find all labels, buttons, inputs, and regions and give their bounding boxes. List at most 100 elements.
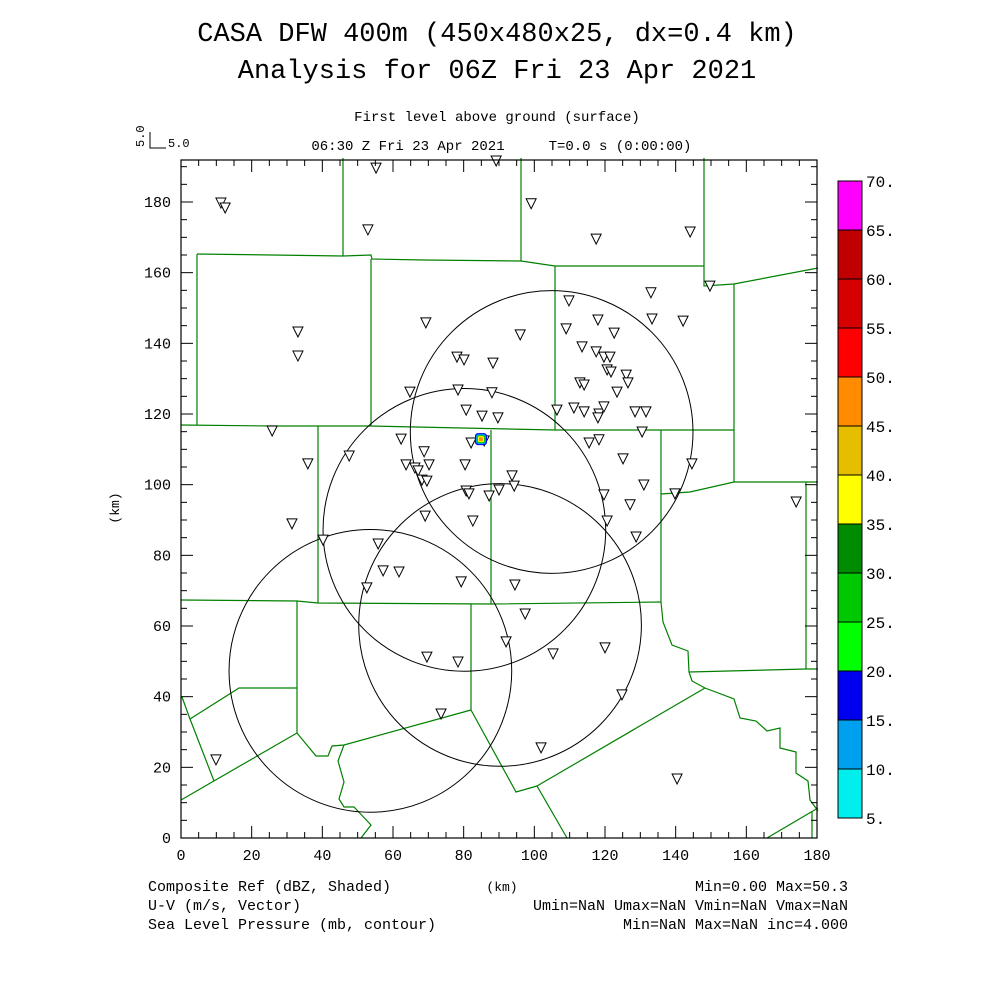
y-tick-label: 140	[144, 336, 171, 353]
station-marker	[219, 202, 231, 215]
x-axis-label: (km)	[486, 880, 517, 895]
legend-left-1: Composite Ref (dBZ, Shaded)	[148, 879, 391, 896]
legend-right-2: Umin=NaN Umax=NaN Vmin=NaN Vmax=NaN	[533, 898, 848, 915]
colorbar-label: 5.	[866, 811, 885, 829]
ref-vector-v-label: 5.0	[134, 125, 148, 147]
colorbar-bin	[837, 719, 863, 770]
y-axis-label: (km)	[108, 492, 123, 523]
x-tick-label: 160	[733, 848, 760, 865]
colorbar-label: 10.	[866, 762, 895, 780]
x-tick-label: 20	[243, 848, 261, 865]
subtitle-time: 06:30 Z Fri 23 Apr 2021	[311, 139, 504, 155]
station-marker	[452, 656, 464, 669]
station-marker	[412, 465, 424, 478]
y-tick-label: 60	[153, 619, 171, 636]
station-marker	[508, 480, 521, 493]
colorbar-label: 40.	[866, 468, 895, 486]
station-marker	[370, 162, 382, 175]
station-marker	[343, 450, 355, 463]
colorbar-bin	[837, 278, 863, 329]
colorbar: 5. 10. 15. 20. 25. 30. 35. 40. 45. 50. 55. 60. 65. 70…	[837, 174, 895, 829]
echo-cell	[478, 437, 483, 442]
colorbar-label: 20.	[866, 664, 895, 682]
station-marker	[645, 287, 657, 299]
colorbar-bin	[837, 474, 863, 525]
station-marker	[372, 538, 384, 551]
station-marker	[629, 406, 641, 418]
title-line-1: CASA DFW 400m (450x480x25, dx=0.4 km)	[197, 20, 797, 50]
colorbar-label: 70.	[866, 174, 895, 192]
station-marker	[646, 313, 658, 326]
station-marker	[286, 518, 298, 531]
station-marker	[620, 369, 633, 382]
station-marker	[616, 689, 628, 702]
station-marker	[617, 453, 629, 465]
title-line-2: Analysis for 06Z Fri 23 Apr 2021	[238, 57, 756, 87]
station-marker	[487, 357, 499, 370]
station-marker	[458, 354, 470, 367]
y-tick-label: 20	[153, 760, 171, 777]
colorbar-label: 35.	[866, 517, 895, 535]
station-marker	[400, 459, 412, 471]
station-marker	[568, 402, 580, 415]
x-tick-label: 0	[176, 848, 185, 865]
station-marker	[611, 386, 623, 399]
station-marker	[583, 437, 595, 450]
station-marker	[393, 566, 405, 579]
station-marker	[560, 323, 572, 335]
station-marker	[563, 295, 575, 308]
station-marker	[459, 459, 471, 471]
x-axis-tick-labels: 0 20 40 60 80 100 120 140 160 180	[176, 848, 830, 865]
y-tick-label: 80	[153, 548, 171, 565]
colorbar-bin	[837, 180, 863, 231]
station-marker	[576, 341, 588, 353]
subtitle-level: First level above ground (surface)	[354, 110, 640, 126]
x-tick-label: 40	[313, 848, 331, 865]
ref-vector-h-label: 5.0	[168, 137, 190, 151]
y-tick-label: 0	[162, 831, 171, 848]
colorbar-label: 65.	[866, 223, 895, 241]
station-marker	[604, 351, 616, 364]
station-marker	[486, 387, 498, 399]
station-marker	[460, 404, 472, 417]
station-marker	[519, 608, 531, 621]
colorbar-bin	[837, 229, 863, 280]
station-marker	[671, 773, 683, 786]
axis-ticks	[180, 160, 818, 839]
legend-right-3: Min=NaN Max=NaN inc=4.000	[623, 917, 848, 934]
station-marker	[578, 406, 590, 418]
station-marker	[669, 488, 681, 500]
station-marker	[677, 315, 689, 328]
station-marker	[455, 576, 468, 588]
station-marker	[598, 489, 610, 502]
legend-text: Composite Ref (dBZ, Shaded) U-V (m/s, Ve…	[148, 879, 848, 934]
station-marker	[476, 410, 488, 423]
station-marker	[423, 459, 435, 471]
x-tick-label: 80	[455, 848, 473, 865]
range-ring	[409, 290, 694, 574]
station-marker	[547, 648, 559, 661]
legend-left-3: Sea Level Pressure (mb, contour)	[148, 917, 436, 934]
station-marker	[302, 458, 314, 470]
station-marker	[463, 488, 475, 500]
legend-left-2: U-V (m/s, Vector)	[148, 898, 301, 915]
station-marker	[640, 406, 652, 418]
station-marker	[630, 531, 642, 544]
station-marker	[592, 314, 604, 327]
station-marker	[578, 379, 590, 392]
station-marker	[404, 386, 416, 399]
station-marker	[605, 366, 617, 379]
range-ring	[228, 529, 513, 813]
station-marker	[638, 479, 650, 492]
station-marker	[362, 224, 374, 237]
station-marker	[599, 642, 611, 655]
x-tick-label: 60	[384, 848, 402, 865]
station-marker	[684, 226, 696, 239]
plot-frame	[180, 159, 818, 839]
station-marker	[465, 437, 477, 450]
station-marker	[622, 377, 634, 390]
station-marker	[421, 475, 433, 488]
station-marker	[292, 326, 304, 339]
station-marker	[395, 433, 407, 446]
